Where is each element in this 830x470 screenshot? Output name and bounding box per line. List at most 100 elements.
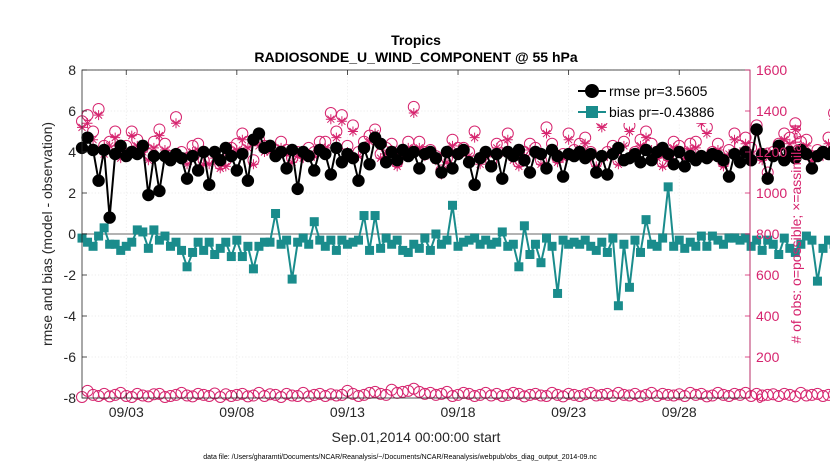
rmse-point: [214, 154, 227, 167]
rmse-point: [142, 188, 155, 202]
bias-point: [763, 235, 773, 245]
rmse-point: [440, 145, 454, 159]
y-left-axis-label: rmse and bias (model - observation): [39, 122, 55, 346]
rmse-point: [81, 131, 94, 144]
bias-point: [182, 262, 192, 272]
y-left-tick-label: -2: [64, 267, 77, 283]
y-right-tick-label: 200: [756, 349, 780, 365]
bias-point: [193, 237, 203, 247]
bias-point: [265, 237, 275, 247]
bias-point: [735, 235, 745, 245]
assimilated-point: [624, 126, 635, 137]
y-right-tick-label: 600: [756, 267, 780, 283]
assimilated-point: [220, 161, 231, 172]
possible-point: [828, 108, 830, 118]
assimilated-point: [331, 132, 342, 143]
rmse-point: [800, 147, 813, 161]
assimilated-point: [790, 124, 801, 135]
y-left-tick-label: -4: [64, 308, 77, 324]
rmse-point: [175, 151, 188, 165]
assimilated-point: [740, 138, 751, 149]
bias-point: [331, 245, 341, 255]
bias-point: [237, 252, 247, 262]
rmse-point: [407, 145, 420, 159]
bias-point: [702, 241, 712, 251]
possible-low-point: [241, 390, 254, 403]
possible-low-point: [778, 387, 791, 400]
bias-point: [116, 245, 126, 255]
bias-point: [149, 225, 159, 235]
bias-point: [514, 262, 524, 272]
rmse-point: [446, 162, 459, 175]
rmse-point: [346, 151, 360, 165]
x-axis-label: Sep.01,2014 00:00:00 start: [332, 429, 501, 445]
bias-point: [658, 233, 668, 243]
bias-point: [287, 274, 297, 284]
rmse-point: [479, 145, 492, 159]
rmse-point: [379, 156, 393, 169]
bias-point: [132, 225, 142, 235]
assimilated-point: [580, 138, 591, 149]
rmse-point: [667, 158, 680, 171]
rmse-point: [584, 147, 597, 161]
bias-point: [470, 233, 480, 243]
rmse-point: [595, 149, 609, 163]
possible-low-point: [330, 389, 343, 402]
bias-point: [663, 182, 673, 192]
rmse-point: [717, 154, 730, 167]
bias-point: [525, 250, 535, 259]
possible-low-point: [131, 387, 144, 400]
bias-point: [165, 241, 175, 251]
x-tick-label: 09/13: [330, 404, 365, 420]
possible-low-point: [407, 382, 420, 395]
bias-point: [243, 241, 253, 251]
bias-point: [564, 239, 574, 249]
rmse-point: [136, 139, 150, 153]
rmse-point: [556, 170, 570, 183]
bias-point: [304, 239, 314, 249]
possible-low-point: [358, 388, 371, 401]
bias-point: [453, 241, 463, 251]
bias-point: [713, 235, 723, 245]
bias-point: [348, 237, 358, 247]
possible-low-point: [518, 390, 531, 403]
bias-point: [420, 233, 430, 243]
rmse-point: [772, 139, 785, 153]
rmse-point: [435, 166, 448, 179]
bias-point: [624, 282, 634, 292]
rmse-point: [291, 182, 304, 196]
bias-point: [591, 245, 601, 255]
series-possible-low: [76, 382, 830, 403]
bias-point: [138, 227, 148, 237]
bias-point: [741, 233, 751, 243]
bias-point: [387, 239, 397, 249]
bias-point: [254, 241, 264, 251]
possible-low-point: [142, 390, 155, 403]
bias-point: [757, 245, 767, 255]
legend-bias-label: bias pr=-0.43886: [609, 104, 715, 120]
bias-point: [199, 245, 209, 255]
assimilated-point: [613, 159, 624, 170]
bias-point: [652, 241, 662, 251]
possible-low-point: [700, 390, 713, 403]
bias-point: [215, 243, 225, 253]
legend-rmse-marker: [585, 84, 599, 98]
bias-point: [204, 237, 214, 247]
possible-low-point: [352, 389, 365, 402]
bias-point: [807, 235, 817, 245]
rmse-point: [462, 156, 476, 169]
rmse-point: [357, 141, 371, 155]
assimilated-point: [171, 118, 182, 129]
bias-point: [508, 239, 518, 249]
bias-point: [271, 209, 281, 218]
rmse-point: [103, 211, 116, 224]
bias-point: [718, 239, 728, 249]
bias-point: [83, 237, 93, 247]
assimilated-point: [231, 144, 242, 155]
footnote: data file: /Users/gharamti/Documents/NCA…: [203, 454, 597, 461]
bias-point: [414, 243, 424, 253]
assimilated-point: [641, 132, 652, 143]
rmse-point: [363, 158, 376, 171]
rmse-point: [285, 143, 299, 157]
bias-point: [774, 250, 784, 259]
